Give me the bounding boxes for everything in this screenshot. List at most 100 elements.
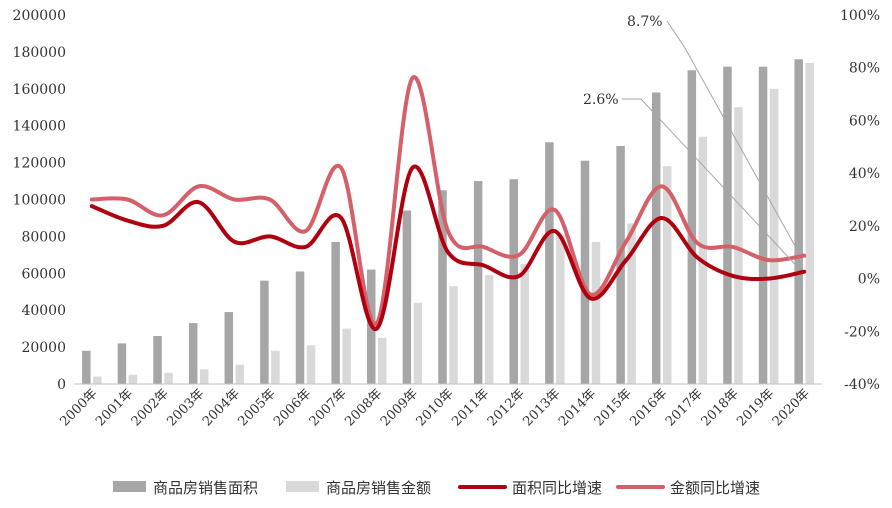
x-axis-ticks: 2000年2001年2002年2003年2004年2005年2006年2007年… — [57, 386, 813, 429]
bar-amount-20 — [805, 62, 814, 384]
bar-area-18 — [723, 66, 732, 384]
area-growth-point-7 — [339, 216, 343, 220]
area-growth-point-0 — [90, 204, 94, 208]
x-tick-20: 2020年 — [770, 386, 813, 429]
bar-amount-13 — [556, 234, 565, 384]
legend-label-3: 金额同比增速 — [670, 479, 760, 497]
left-tick-6: 120000 — [13, 156, 66, 172]
left-tick-1: 20000 — [21, 340, 66, 356]
line-layer — [89, 75, 807, 331]
bar-area-14 — [580, 160, 590, 384]
amount-growth-point-19 — [766, 258, 771, 262]
legend-label-0: 商品房销售面积 — [153, 479, 258, 497]
x-tick-16: 2016年 — [627, 386, 670, 429]
bar-amount-4 — [235, 364, 245, 384]
bar-layer — [82, 59, 814, 385]
area-growth-point-1 — [125, 218, 130, 223]
bar-amount-15 — [627, 223, 636, 384]
right-tick-3: 20% — [849, 219, 880, 235]
line-amount-growth — [89, 75, 807, 327]
area-growth-point-18 — [731, 274, 735, 278]
area-growth-point-11 — [482, 263, 486, 267]
bar-amount-16 — [662, 166, 672, 384]
right-tick-4: 40% — [849, 166, 880, 182]
x-tick-2: 2002年 — [129, 386, 172, 429]
left-axis-ticks: 0 20000 40000 60000 80000 100000 120000 140000 1… — [13, 8, 66, 393]
amount-growth-point-15 — [624, 240, 628, 244]
amount-growth-point-10 — [446, 229, 450, 233]
area-growth-point-2 — [161, 224, 165, 228]
x-tick-9: 2009年 — [378, 386, 421, 429]
bar-amount-12 — [520, 264, 529, 384]
amount-growth-point-2 — [161, 213, 165, 217]
legend-label-1: 商品房销售金额 — [326, 479, 431, 497]
amount-growth-point-4 — [232, 197, 236, 202]
area-growth-point-5 — [268, 234, 272, 238]
area-growth-point-19 — [766, 276, 771, 281]
bar-area-13 — [545, 142, 554, 384]
x-tick-7: 2007年 — [307, 386, 350, 429]
legend-label-2: 面积同比增速 — [512, 479, 602, 497]
x-tick-15: 2015年 — [592, 386, 635, 429]
right-axis-ticks: -40% -20% 0% 20% 40% 60% 80% 100% — [840, 8, 880, 393]
amount-growth-point-7 — [339, 166, 343, 170]
legend-swatch-0 — [113, 481, 146, 492]
left-tick-4: 80000 — [21, 229, 66, 245]
x-tick-1: 2001年 — [93, 386, 136, 429]
left-tick-9: 180000 — [13, 45, 66, 61]
bar-area-16 — [651, 92, 661, 385]
area-growth-point-4 — [232, 240, 236, 244]
bar-area-0 — [82, 350, 91, 384]
area-growth-point-9 — [410, 166, 414, 170]
x-tick-10: 2010年 — [414, 386, 457, 429]
legend: 商品房销售面积 商品房销售金额 面积同比增速 金额同比增速 — [113, 479, 760, 497]
x-tick-8: 2008年 — [342, 386, 385, 429]
bar-amount-14 — [591, 241, 601, 384]
bar-area-1 — [117, 343, 127, 384]
amount-growth-point-14 — [588, 292, 593, 296]
annotation-leader-1 — [622, 98, 799, 269]
amount-growth-point-9 — [410, 76, 414, 80]
amount-growth-point-13 — [553, 208, 557, 212]
amount-growth-point-18 — [731, 245, 735, 249]
bar-amount-2 — [164, 372, 173, 384]
area-growth-point-17 — [695, 255, 699, 260]
x-tick-18: 2018年 — [699, 386, 742, 429]
bar-amount-5 — [271, 350, 280, 384]
left-tick-3: 60000 — [21, 266, 66, 282]
legend-swatch-1 — [286, 481, 319, 492]
area-growth-point-6 — [303, 245, 308, 249]
bar-area-12 — [509, 179, 518, 384]
area-growth-point-20 — [802, 270, 806, 274]
bar-area-3 — [188, 323, 198, 384]
bar-amount-11 — [484, 275, 494, 384]
amount-growth-point-16 — [660, 184, 664, 188]
left-tick-8: 160000 — [13, 82, 66, 98]
bar-area-17 — [687, 70, 697, 384]
bar-area-11 — [473, 181, 483, 384]
bar-area-7 — [331, 241, 340, 384]
amount-growth-point-5 — [268, 197, 272, 202]
bar-amount-6 — [306, 345, 316, 384]
bar-area-4 — [224, 312, 234, 384]
area-growth-point-8 — [375, 327, 379, 331]
bar-amount-19 — [769, 88, 779, 385]
x-tick-17: 2017年 — [663, 386, 706, 429]
x-tick-3: 2003年 — [164, 386, 207, 429]
right-tick-5: 60% — [849, 113, 880, 129]
bar-area-10 — [438, 190, 447, 384]
bar-amount-1 — [128, 374, 138, 384]
x-tick-4: 2004年 — [200, 386, 243, 429]
area-growth-point-3 — [197, 200, 201, 204]
annotation-leader-0 — [666, 20, 799, 252]
right-tick-2: 0% — [858, 272, 880, 288]
area-growth-point-10 — [446, 250, 450, 254]
amount-growth-point-0 — [90, 197, 94, 202]
bar-area-2 — [153, 336, 162, 384]
bar-amount-18 — [734, 107, 743, 384]
bar-amount-0 — [93, 376, 102, 384]
line-area-growth — [89, 164, 807, 331]
left-tick-0: 0 — [57, 377, 66, 393]
left-tick-10: 200000 — [13, 8, 66, 24]
